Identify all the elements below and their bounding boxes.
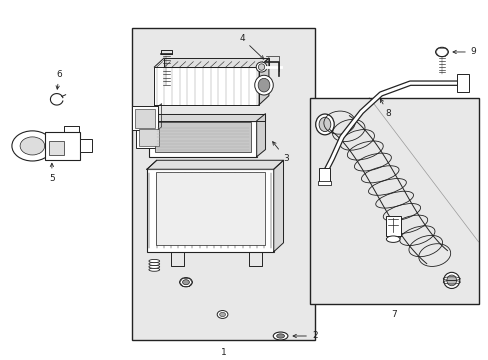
Bar (132, 107, 158, 130)
Ellipse shape (258, 78, 269, 92)
Ellipse shape (315, 114, 333, 135)
Polygon shape (259, 58, 268, 105)
Ellipse shape (256, 62, 266, 72)
Text: 8: 8 (380, 99, 390, 118)
Ellipse shape (149, 260, 159, 263)
Bar (149, 121, 256, 157)
Bar (319, 168, 329, 182)
Bar (132, 28, 315, 339)
Ellipse shape (386, 236, 399, 242)
Text: 1: 1 (221, 348, 226, 357)
Text: 9: 9 (452, 48, 476, 57)
Text: 7: 7 (391, 310, 397, 319)
Ellipse shape (258, 64, 264, 70)
Bar (317, 181, 330, 185)
Circle shape (435, 47, 447, 57)
Bar (456, 74, 468, 92)
Ellipse shape (446, 275, 456, 286)
Circle shape (219, 312, 225, 317)
Bar (44, 132, 80, 159)
Text: 6: 6 (56, 70, 62, 89)
Polygon shape (147, 160, 283, 169)
Circle shape (182, 280, 189, 285)
Circle shape (217, 311, 227, 319)
Bar (49, 140, 64, 155)
Ellipse shape (149, 265, 159, 269)
Circle shape (12, 131, 53, 161)
Polygon shape (163, 58, 268, 67)
Ellipse shape (319, 117, 330, 132)
Bar (135, 109, 155, 128)
Ellipse shape (149, 268, 159, 271)
Text: 5: 5 (49, 163, 55, 183)
Text: 2: 2 (292, 332, 317, 341)
Bar (310, 98, 478, 304)
Ellipse shape (273, 332, 287, 340)
Ellipse shape (149, 262, 159, 266)
Bar (147, 169, 273, 252)
Bar (156, 172, 264, 245)
Bar (385, 216, 400, 235)
Circle shape (20, 137, 44, 155)
Circle shape (179, 278, 192, 287)
Text: 3: 3 (272, 142, 288, 163)
Ellipse shape (276, 334, 284, 338)
Bar (155, 122, 250, 152)
Polygon shape (154, 67, 259, 105)
Polygon shape (273, 160, 283, 252)
Polygon shape (158, 114, 265, 121)
Ellipse shape (254, 75, 273, 95)
Bar (139, 129, 158, 146)
Text: 4: 4 (239, 34, 263, 59)
Polygon shape (256, 114, 265, 157)
Bar (136, 127, 161, 148)
Ellipse shape (443, 273, 459, 288)
Bar (80, 139, 92, 152)
